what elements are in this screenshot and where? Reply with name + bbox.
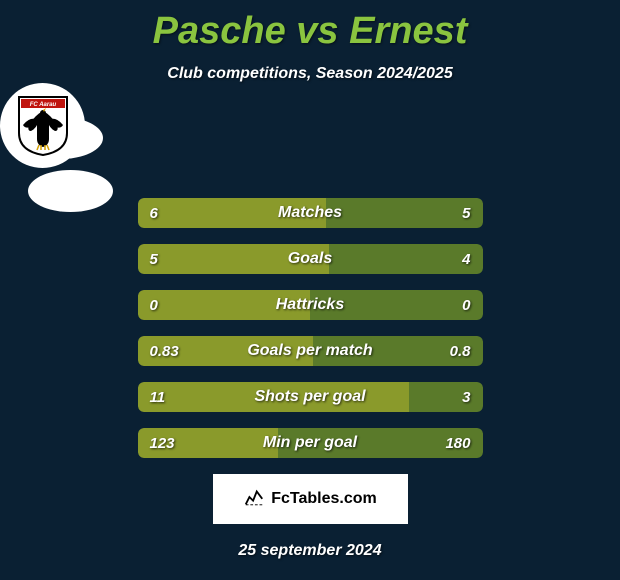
stat-bars: 6 Matches 5 5 Goals 4 0 Hattricks 0 0.83… <box>138 198 483 458</box>
footer-brand-text: FcTables.com <box>271 490 377 508</box>
stat-value-right: 180 <box>445 428 470 458</box>
stat-label: Hattricks <box>138 290 483 320</box>
stat-label: Goals per match <box>138 336 483 366</box>
stat-value-right: 4 <box>462 244 470 274</box>
player-left-logo-2 <box>28 170 113 212</box>
stat-label: Shots per goal <box>138 382 483 412</box>
chart-icon <box>243 486 265 513</box>
stat-value-right: 5 <box>462 198 470 228</box>
stat-label: Goals <box>138 244 483 274</box>
stat-row-goals: 5 Goals 4 <box>138 244 483 274</box>
stat-value-right: 3 <box>462 382 470 412</box>
crest-text: FC Aarau <box>29 102 56 108</box>
stat-value-right: 0 <box>462 290 470 320</box>
stat-label: Matches <box>138 198 483 228</box>
subtitle: Club competitions, Season 2024/2025 <box>0 65 620 83</box>
page-title: Pasche vs Ernest <box>0 0 620 53</box>
footer-brand-box: FcTables.com <box>213 474 408 524</box>
stat-row-goals-per-match: 0.83 Goals per match 0.8 <box>138 336 483 366</box>
stat-label: Min per goal <box>138 428 483 458</box>
stat-row-matches: 6 Matches 5 <box>138 198 483 228</box>
stat-row-shots-per-goal: 11 Shots per goal 3 <box>138 382 483 412</box>
stat-value-right: 0.8 <box>450 336 471 366</box>
stat-row-min-per-goal: 123 Min per goal 180 <box>138 428 483 458</box>
date-text: 25 september 2024 <box>0 542 620 560</box>
stat-row-hattricks: 0 Hattricks 0 <box>138 290 483 320</box>
fc-aarau-crest-icon: FC Aarau <box>15 95 71 157</box>
